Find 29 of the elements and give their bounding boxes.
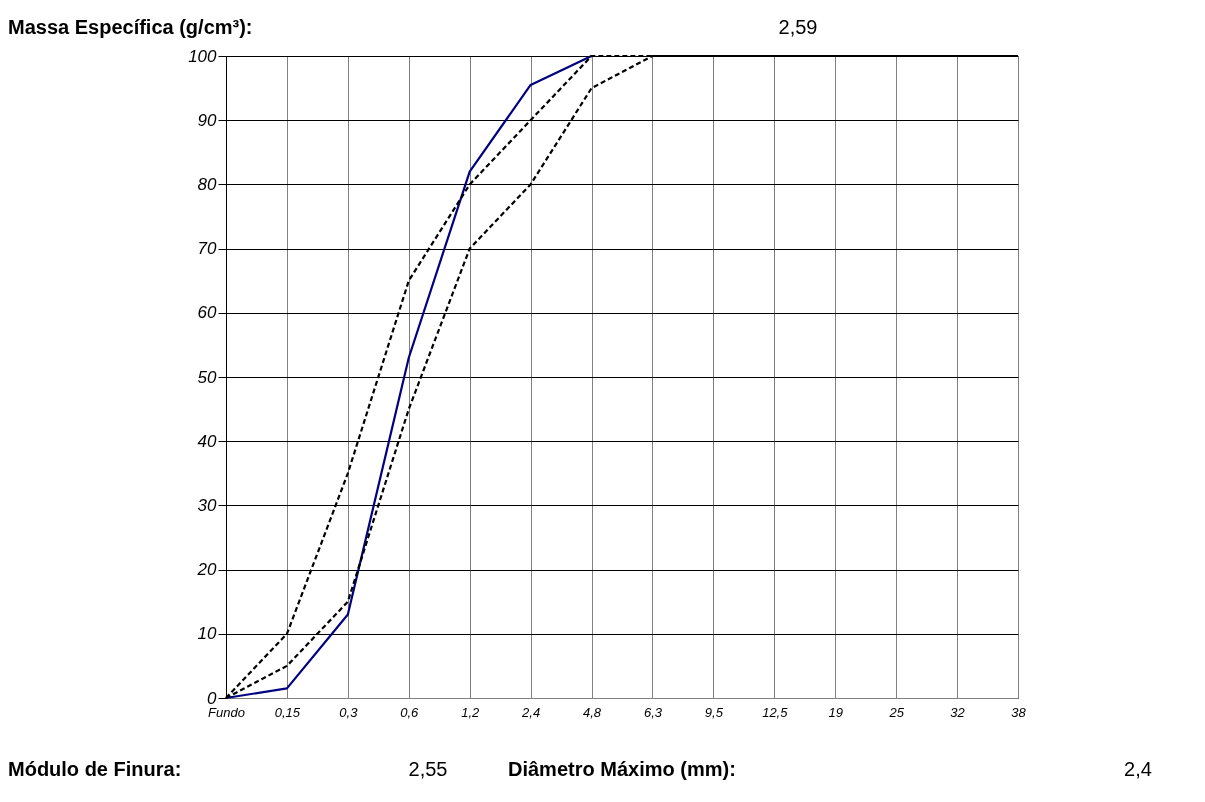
x-tick-label: 38 [1011, 704, 1027, 720]
x-tick-label: 12,5 [762, 704, 789, 720]
y-tick-label: 80 [197, 174, 218, 194]
x-tick-label: 6,3 [643, 704, 663, 720]
x-tick-label: 9,5 [704, 704, 724, 720]
x-tick-label: 0,6 [400, 704, 420, 720]
y-tick-label: 100 [188, 46, 218, 66]
text: Módulo de Finura: [8, 758, 182, 780]
x-tick-label: 1,2 [461, 704, 480, 720]
y-tick-label: 20 [196, 560, 218, 580]
text: 2,4 [1124, 758, 1152, 780]
text: Diâmetro Máximo (mm): [508, 758, 736, 780]
x-tick-label: 19 [828, 704, 843, 720]
x-tick-label: 4,8 [583, 704, 602, 720]
x-tick-label: 0,15 [274, 704, 301, 720]
x-tick-label: 0,3 [339, 704, 359, 720]
text: 2,55 [408, 758, 448, 780]
y-tick-label: 50 [197, 367, 218, 387]
y-tick-label: 30 [197, 495, 218, 515]
y-tick-label: 40 [197, 431, 218, 451]
text: Massa Específica (g/cm³): [8, 16, 253, 38]
text: 2,59 [778, 16, 818, 38]
x-tick-label: 32 [950, 704, 966, 720]
y-tick-label: 90 [197, 110, 218, 130]
x-tick-label: 25 [888, 704, 905, 720]
x-tick-label: 2,4 [521, 704, 541, 720]
y-tick-label: 60 [197, 303, 218, 323]
y-tick-label: 10 [197, 624, 218, 644]
y-tick-label: 70 [197, 239, 218, 259]
